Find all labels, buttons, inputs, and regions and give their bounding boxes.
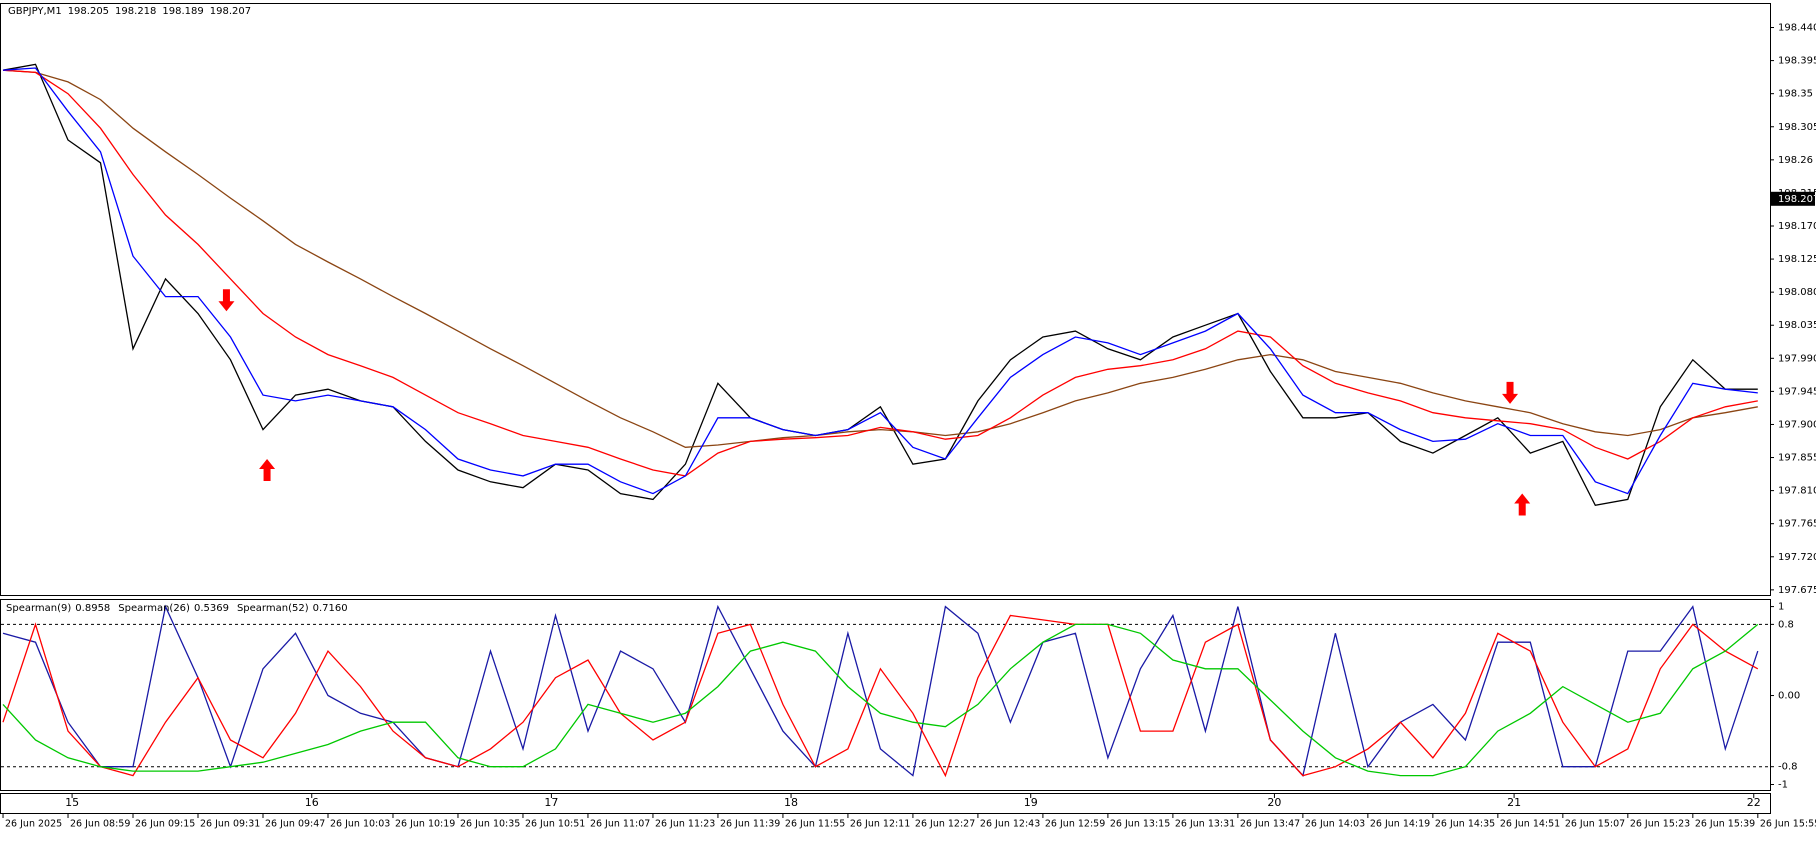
chart-header: GBPJPY,M1 198.205 198.218 198.189 198.207 xyxy=(8,6,251,17)
x-tick-label: 26 Jun 11:39 xyxy=(720,819,780,830)
y-tick-label: 197.675 xyxy=(1778,585,1816,596)
y-tick-label: 197.945 xyxy=(1778,386,1816,397)
x-tick-label: 26 Jun 14:03 xyxy=(1305,819,1365,830)
y-tick-label: 197.900 xyxy=(1778,419,1816,430)
y-tick-label: 198.080 xyxy=(1778,287,1816,298)
main-panel-frame xyxy=(0,3,1771,596)
series-line xyxy=(2,604,1759,777)
series-line xyxy=(2,63,1758,507)
x-tick-label: 26 Jun 14:51 xyxy=(1500,819,1560,830)
y-tick-label: 1 xyxy=(1778,602,1784,613)
x-tick-label: 26 Jun 11:23 xyxy=(655,819,715,830)
series-line xyxy=(2,67,1758,495)
x-tick-label: 26 Jun 15:23 xyxy=(1630,819,1690,830)
day-tick-label: 18 xyxy=(784,796,798,809)
day-tick-label: 19 xyxy=(1024,796,1038,809)
x-tick-label: 26 Jun 09:15 xyxy=(135,819,195,830)
y-tick-label: 198.035 xyxy=(1778,320,1816,331)
series-line xyxy=(2,614,1759,778)
day-tick-label: 22 xyxy=(1747,796,1761,809)
day-tick-label: 15 xyxy=(65,796,79,809)
ohlc-value: 198.218 xyxy=(115,6,156,17)
indicator-value: 0.7160 xyxy=(313,603,348,614)
x-tick-label: 26 Jun 08:59 xyxy=(70,819,130,830)
x-tick-label: 26 Jun 13:15 xyxy=(1110,819,1170,830)
y-tick-label: 197.810 xyxy=(1778,486,1816,497)
indicator-name: Spearman(52) xyxy=(237,603,309,614)
sell-arrow xyxy=(218,289,235,312)
y-tick-label: 197.855 xyxy=(1778,453,1816,464)
indicator-panel-frame xyxy=(0,599,1771,791)
x-tick-label: 26 Jun 12:27 xyxy=(915,819,975,830)
y-tick-label: 198.26 xyxy=(1778,155,1813,166)
y-tick-label: 197.720 xyxy=(1778,552,1816,563)
indicator-header: Spearman(9) 0.8958 Spearman(26) 0.5369 Spear… xyxy=(6,603,348,614)
y-tick-label: -0.8 xyxy=(1778,762,1798,773)
day-tick-label: 17 xyxy=(544,796,558,809)
ohlc-value: 198.189 xyxy=(162,6,203,17)
x-tick-label: 26 Jun 09:47 xyxy=(265,819,325,830)
series-line xyxy=(2,69,1758,448)
x-tick-label: 26 Jun 10:19 xyxy=(395,819,455,830)
y-tick-label: 198.395 xyxy=(1778,56,1816,67)
last-price-label: 198.207 xyxy=(1778,194,1816,205)
x-tick-label: 26 Jun 15:55 xyxy=(1760,819,1816,830)
y-tick-label: 197.990 xyxy=(1778,353,1816,364)
y-tick-label: 198.125 xyxy=(1778,254,1816,265)
series-line xyxy=(2,69,1758,477)
y-tick-label: 198.305 xyxy=(1778,122,1816,133)
series-line xyxy=(2,623,1759,777)
buy-arrow xyxy=(259,459,276,482)
y-tick-label: 0.8 xyxy=(1778,619,1794,630)
x-tick-label: 26 Jun 10:51 xyxy=(525,819,585,830)
x-tick-label: 26 Jun 12:11 xyxy=(850,819,910,830)
indicator-name: Spearman(26) xyxy=(118,603,190,614)
ohlc-value: 198.207 xyxy=(210,6,251,17)
x-tick-label: 26 Jun 15:39 xyxy=(1695,819,1755,830)
x-tick-label: 26 Jun 11:55 xyxy=(785,819,845,830)
ohlc-value: 198.205 xyxy=(68,6,109,17)
x-tick-label: 26 Jun 13:31 xyxy=(1175,819,1235,830)
day-row-frame xyxy=(0,793,1771,814)
symbol: GBPJPY,M1 xyxy=(8,6,62,17)
y-tick-label: 198.35 xyxy=(1778,89,1813,100)
y-tick-label: -1 xyxy=(1778,779,1788,790)
x-tick-label: 26 Jun 13:47 xyxy=(1240,819,1300,830)
indicator-name: Spearman(9) xyxy=(6,603,71,614)
day-tick-label: 21 xyxy=(1507,796,1521,809)
x-tick-label: 26 Jun 14:35 xyxy=(1435,819,1495,830)
indicator-value: 0.8958 xyxy=(75,603,110,614)
buy-arrow xyxy=(1514,493,1531,516)
last-price-box xyxy=(1771,191,1815,206)
y-tick-label: 0.00 xyxy=(1778,691,1800,702)
x-tick-label: 26 Jun 11:07 xyxy=(590,819,650,830)
y-tick-label: 198.440 xyxy=(1778,23,1816,34)
x-tick-label: 26 Jun 2025 xyxy=(5,819,62,830)
day-tick-label: 16 xyxy=(305,796,319,809)
x-tick-label: 26 Jun 10:35 xyxy=(460,819,520,830)
sell-arrow xyxy=(1502,381,1519,404)
x-tick-label: 26 Jun 14:19 xyxy=(1370,819,1430,830)
x-tick-label: 26 Jun 15:07 xyxy=(1565,819,1625,830)
day-tick-label: 20 xyxy=(1267,796,1281,809)
x-tick-label: 26 Jun 12:43 xyxy=(980,819,1040,830)
y-tick-label: 198.170 xyxy=(1778,221,1816,232)
y-tick-label: 197.765 xyxy=(1778,519,1816,530)
x-tick-label: 26 Jun 10:03 xyxy=(330,819,390,830)
x-tick-label: 26 Jun 09:31 xyxy=(200,819,260,830)
x-tick-label: 26 Jun 12:59 xyxy=(1045,819,1105,830)
indicator-value: 0.5369 xyxy=(194,603,229,614)
